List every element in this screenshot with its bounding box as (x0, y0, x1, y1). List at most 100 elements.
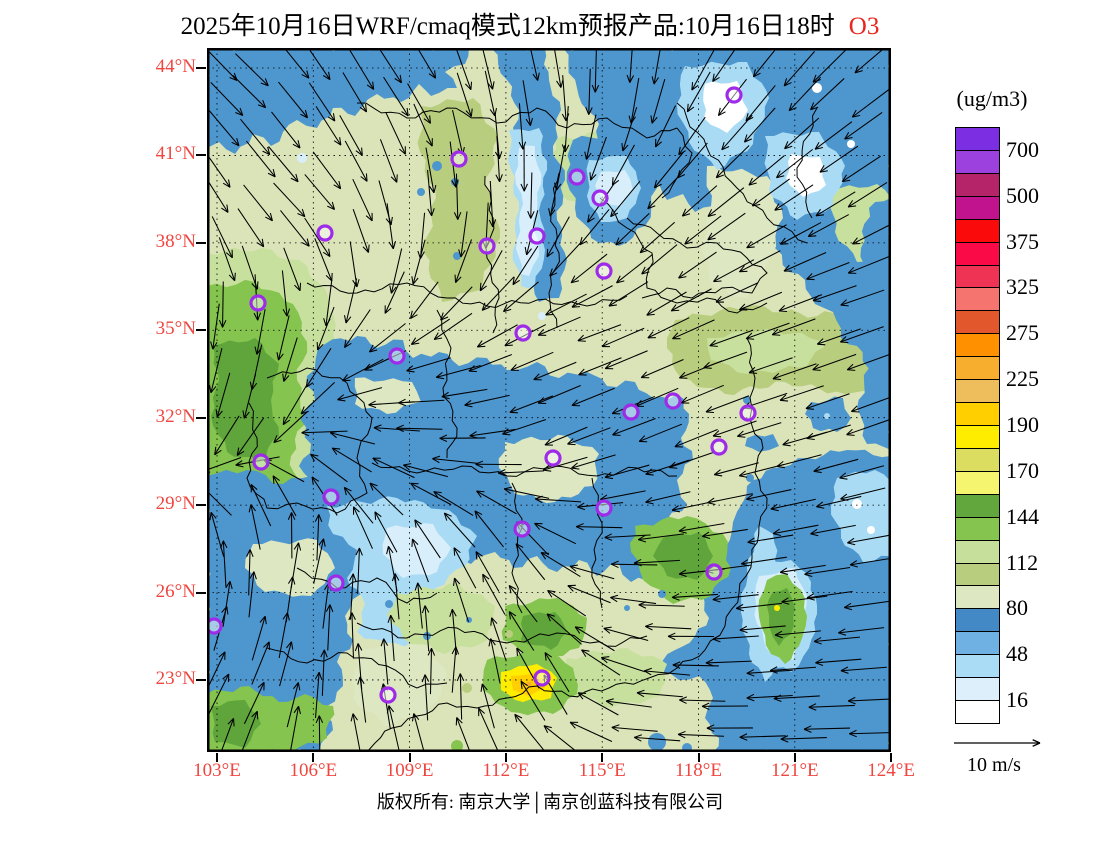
wind-arrowhead (682, 213, 691, 217)
wind-arrowhead (739, 265, 745, 273)
wind-arrow (453, 547, 477, 589)
boundary-line (591, 477, 603, 609)
wind-arrow (491, 617, 507, 662)
wind-arrow (752, 48, 778, 78)
wind-arrowhead (464, 400, 472, 406)
wind-arrowhead (772, 334, 781, 336)
wind-arrowhead (776, 465, 785, 469)
wind-arrowhead (526, 248, 532, 256)
wind-arrow (715, 145, 750, 179)
wind-arrowhead (264, 616, 267, 625)
wind-arrowhead (605, 700, 614, 706)
wind-arrowhead (394, 78, 402, 84)
wind-arrowhead (813, 300, 822, 302)
lon-tick-mark (890, 753, 893, 762)
wind-arrow (452, 109, 464, 156)
wind-arrowhead (616, 275, 621, 284)
wind-arrow (271, 111, 301, 149)
wind-arrowhead (752, 203, 761, 207)
wind-arrow (378, 48, 402, 84)
wind-arrowhead (441, 391, 449, 398)
wind-arrowhead (810, 528, 818, 535)
wind-arrow (342, 358, 384, 382)
wind-arrowhead (712, 430, 720, 437)
wind-arrowhead (716, 174, 724, 179)
wind-arrowhead (564, 144, 570, 153)
wind-arrowhead (514, 714, 518, 723)
wind-arrowhead (641, 266, 646, 275)
wind-arrow (681, 384, 724, 404)
wind-arrow (479, 250, 503, 292)
wind-arrow (286, 682, 299, 728)
wind-arrow (236, 417, 265, 456)
wind-arrowhead (645, 622, 653, 627)
boundary-line (371, 462, 678, 477)
wind-arrowhead (600, 657, 608, 664)
wind-arrowhead (429, 185, 435, 194)
wind-arrow (482, 573, 506, 615)
wind-arrowhead (410, 337, 417, 345)
wind-arrow (429, 648, 433, 695)
wind-arrow (455, 239, 473, 283)
map-speckle (742, 501, 748, 507)
wind-arrowhead (679, 699, 687, 704)
wind-arrow (774, 630, 821, 636)
colorbar-segment (955, 677, 1000, 702)
wind-arrow (308, 82, 336, 122)
wind-arrowhead (394, 573, 400, 581)
lat-tick-label: 29°N (155, 493, 196, 515)
wind-arrowhead (349, 573, 354, 582)
wind-arrowhead (410, 482, 419, 485)
wind-arrowhead (611, 724, 620, 728)
wind-arrowhead (770, 508, 779, 512)
wind-arrow (581, 649, 621, 676)
colorbar-segment (955, 585, 1000, 610)
wind-arrowhead (849, 564, 858, 568)
wind-arrowhead (712, 73, 715, 82)
wind-arrowhead (456, 673, 461, 682)
map-speckle (648, 733, 666, 751)
wind-arrowhead (678, 526, 686, 532)
wind-arrow (714, 462, 759, 476)
wind-arrowhead (812, 363, 819, 371)
wind-arrow (322, 582, 330, 629)
wind-arrow (374, 511, 398, 553)
wind-arrow (369, 323, 406, 353)
wind-arrowhead (712, 638, 721, 643)
wind-arrow (210, 512, 225, 557)
wind-arrow (712, 635, 759, 640)
wind-arrowhead (741, 563, 750, 567)
wind-arrowhead (579, 236, 583, 245)
wind-arrow (214, 415, 240, 456)
wind-arrow (538, 385, 581, 404)
wind-arrow (776, 454, 822, 467)
wind-arrow (564, 106, 569, 153)
chart-title-text: 2025年10月16日WRF/cmaq模式12km预报产品:10月16日18时 (180, 13, 835, 40)
wind-arrow (671, 593, 718, 598)
wind-arrowhead (272, 169, 276, 178)
wind-arrowhead (590, 174, 597, 181)
wind-arrowhead (637, 535, 646, 541)
wind-arrowhead (774, 630, 783, 636)
wind-arrow (705, 395, 750, 413)
wind-arrowhead (451, 646, 457, 655)
wind-arrow (847, 353, 891, 371)
colorbar-segment (955, 470, 1000, 495)
lon-tick-label: 109°E (385, 760, 434, 781)
wind-arrowhead (421, 674, 426, 683)
colorbar-unit-label: (ug/m3) (956, 86, 1028, 111)
wind-arrowhead (747, 537, 755, 543)
wind-arrowhead (436, 376, 445, 380)
wind-arrowhead (359, 676, 365, 685)
wind-arrowhead (257, 681, 265, 688)
wind-arrow (314, 238, 333, 282)
wind-arrow (216, 372, 231, 418)
colorbar-segment (955, 172, 1000, 197)
wind-arrowhead (411, 342, 420, 345)
wind-arrowhead (329, 604, 334, 613)
wind-arrowhead (253, 571, 257, 580)
wind-arrow (222, 281, 224, 328)
wind-arrowhead (547, 590, 553, 598)
city-marker (739, 404, 757, 422)
